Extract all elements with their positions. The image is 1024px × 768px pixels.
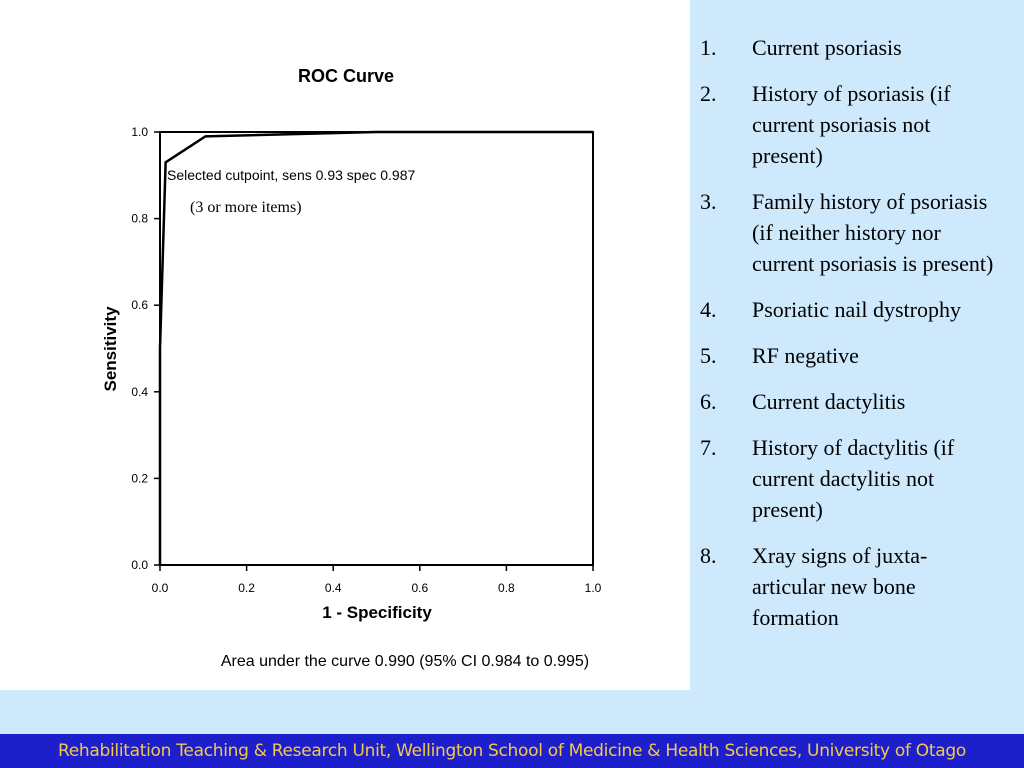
y-tick-label: 0.4	[131, 385, 148, 399]
criteria-number: 1.	[700, 35, 717, 60]
criteria-item: 1. Current psoriasis	[700, 32, 1000, 63]
criteria-panel: 1. Current psoriasis 2. History of psoriasi…	[690, 0, 1024, 690]
chart-title: ROC Curve	[298, 66, 394, 86]
footer-bar: Rehabilitation Teaching & Research Unit,…	[0, 734, 1024, 768]
criteria-number: 8.	[700, 543, 717, 568]
x-tick-label: 0.6	[411, 581, 428, 595]
x-tick-label: 0.4	[325, 581, 342, 595]
criteria-number: 6.	[700, 389, 717, 414]
plot-frame	[159, 131, 594, 566]
criteria-item: 2. History of psoriasis (if current psori…	[700, 78, 1000, 171]
criteria-text: History of dactylitis (if current dactyl…	[752, 435, 955, 522]
cutpoint-items-annotation: (3 or more items)	[190, 199, 302, 216]
criteria-text: Psoriatic nail dystrophy	[752, 297, 961, 322]
x-tick-label: 1.0	[585, 581, 602, 595]
criteria-text: Xray signs of juxta-articular new bone f…	[752, 543, 928, 630]
criteria-number: 7.	[700, 435, 717, 460]
criteria-item: 8. Xray signs of juxta-articular new bone…	[700, 540, 1000, 633]
y-tick-label: 1.0	[131, 125, 148, 139]
criteria-text: History of psoriasis (if current psorias…	[752, 81, 951, 168]
criteria-text: Current psoriasis	[752, 35, 902, 60]
roc-curve-line	[158, 130, 593, 565]
criteria-item: 7. History of dactylitis (if current dact…	[700, 432, 1000, 525]
criteria-text: RF negative	[752, 343, 859, 368]
criteria-number: 4.	[700, 297, 717, 322]
x-axis-label: 1 - Specificity	[322, 603, 432, 622]
criteria-item: 4. Psoriatic nail dystrophy	[700, 294, 1000, 325]
criteria-number: 3.	[700, 189, 717, 214]
y-axis-label: Sensitivity	[101, 306, 120, 392]
footer-text: Rehabilitation Teaching & Research Unit,…	[58, 741, 966, 761]
y-tick-label: 0.2	[131, 471, 148, 485]
x-tick-label: 0.0	[152, 581, 169, 595]
criteria-text: Family history of psoriasis (if neither …	[752, 189, 994, 276]
y-tick-label: 0.0	[131, 558, 148, 572]
auc-note: Area under the curve 0.990 (95% CI 0.984…	[221, 653, 589, 670]
criteria-item: 5. RF negative	[700, 340, 1000, 371]
criteria-item: 3. Family history of psoriasis (if neithe…	[700, 186, 1000, 279]
y-tick-label: 0.8	[131, 212, 148, 226]
x-axis-ticks: 0.0 0.2 0.4 0.6 0.8 1.0	[152, 565, 602, 595]
chart-panel: ROC Curve 0.0 0.2 0.4 0.6 0.8 1.0 0.0 0.2 0.4 0.…	[0, 0, 690, 690]
criteria-number: 5.	[700, 343, 717, 368]
criteria-number: 2.	[700, 81, 717, 106]
criteria-text: Current dactylitis	[752, 389, 906, 414]
x-tick-label: 0.2	[238, 581, 255, 595]
criteria-item: 6. Current dactylitis	[700, 386, 1000, 417]
y-tick-label: 0.6	[131, 298, 148, 312]
y-axis-ticks: 0.0 0.2 0.4 0.6 0.8 1.0	[131, 125, 160, 572]
roc-chart: ROC Curve 0.0 0.2 0.4 0.6 0.8 1.0 0.00.20.40.…	[101, 66, 602, 670]
x-tick-label: 0.8	[498, 581, 515, 595]
cutpoint-annotation: Selected cutpoint, sens 0.93 spec 0.987	[167, 167, 415, 183]
criteria-list: 1. Current psoriasis 2. History of psoriasi…	[700, 32, 1000, 648]
